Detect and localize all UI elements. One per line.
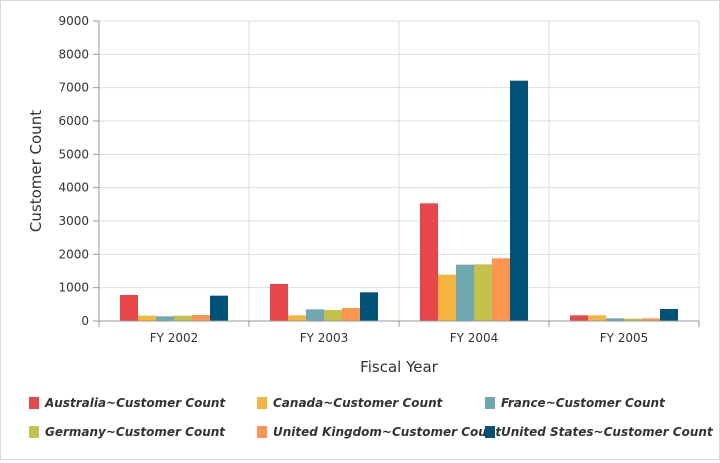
bar bbox=[342, 308, 360, 321]
y-tick-label: 3000 bbox=[58, 214, 89, 228]
bar bbox=[420, 203, 438, 321]
legend: Australia~Customer Count Canada~Customer … bbox=[29, 396, 714, 439]
y-tick-label: 9000 bbox=[58, 14, 89, 28]
y-tick-label: 2000 bbox=[58, 247, 89, 261]
y-tick-label: 1000 bbox=[58, 281, 89, 295]
legend-swatch bbox=[257, 397, 267, 409]
legend-item: United Kingdom~Customer Count bbox=[257, 425, 502, 439]
y-tick-label: 5000 bbox=[58, 147, 89, 161]
legend-swatch bbox=[29, 397, 39, 409]
legend-label: Canada~Customer Count bbox=[273, 396, 444, 410]
legend-swatch bbox=[485, 397, 495, 409]
bar bbox=[192, 315, 210, 321]
legend-item: France~Customer Count bbox=[485, 396, 666, 410]
y-tick-label: 6000 bbox=[58, 114, 89, 128]
x-tick-label: FY 2004 bbox=[450, 331, 499, 345]
x-tick-label: FY 2005 bbox=[600, 331, 649, 345]
bar bbox=[642, 318, 660, 321]
legend-swatch bbox=[29, 426, 39, 438]
y-tick-label: 0 bbox=[81, 314, 89, 328]
y-tick-label: 8000 bbox=[58, 47, 89, 61]
bars bbox=[120, 80, 678, 322]
bar bbox=[474, 264, 492, 321]
legend-swatch bbox=[257, 426, 267, 438]
y-tick-labels: 0 1000 2000 3000 4000 5000 6000 7000 8000 9000 bbox=[58, 14, 89, 328]
y-tick-label: 4000 bbox=[58, 181, 89, 195]
bar bbox=[624, 318, 642, 321]
bar bbox=[606, 318, 624, 321]
grid-lines bbox=[99, 20, 700, 321]
bar bbox=[456, 264, 474, 321]
bar bbox=[438, 274, 456, 321]
bar bbox=[120, 295, 138, 321]
legend-item: Germany~Customer Count bbox=[29, 425, 226, 439]
bar bbox=[174, 315, 192, 321]
axes bbox=[93, 20, 700, 327]
bar bbox=[324, 310, 342, 321]
legend-label: United Kingdom~Customer Count bbox=[273, 425, 502, 439]
bar bbox=[270, 284, 288, 321]
x-tick-label: FY 2003 bbox=[300, 331, 349, 345]
bar bbox=[306, 309, 324, 321]
y-axis-title: Customer Count bbox=[27, 110, 45, 232]
x-tick-label: FY 2002 bbox=[150, 331, 199, 345]
legend-label: United States~Customer Count bbox=[501, 425, 714, 439]
bar bbox=[138, 315, 156, 321]
y-tick-label: 7000 bbox=[58, 81, 89, 95]
legend-label: Australia~Customer Count bbox=[44, 396, 226, 410]
legend-label: Germany~Customer Count bbox=[45, 425, 226, 439]
bar bbox=[492, 258, 510, 321]
legend-item: Canada~Customer Count bbox=[257, 396, 444, 410]
bar bbox=[510, 80, 528, 322]
legend-item: United States~Customer Count bbox=[485, 425, 714, 439]
bar bbox=[210, 295, 228, 321]
bar bbox=[156, 316, 174, 321]
legend-swatch bbox=[485, 426, 495, 438]
bar bbox=[570, 315, 588, 321]
legend-item: Australia~Customer Count bbox=[29, 396, 226, 410]
bar bbox=[660, 309, 678, 321]
bar bbox=[288, 315, 306, 321]
bar bbox=[588, 315, 606, 321]
bar bbox=[360, 292, 378, 321]
x-tick-labels: FY 2002 FY 2003 FY 2004 FY 2005 bbox=[150, 331, 649, 345]
x-axis-title: Fiscal Year bbox=[360, 358, 438, 376]
legend-label: France~Customer Count bbox=[501, 396, 666, 410]
